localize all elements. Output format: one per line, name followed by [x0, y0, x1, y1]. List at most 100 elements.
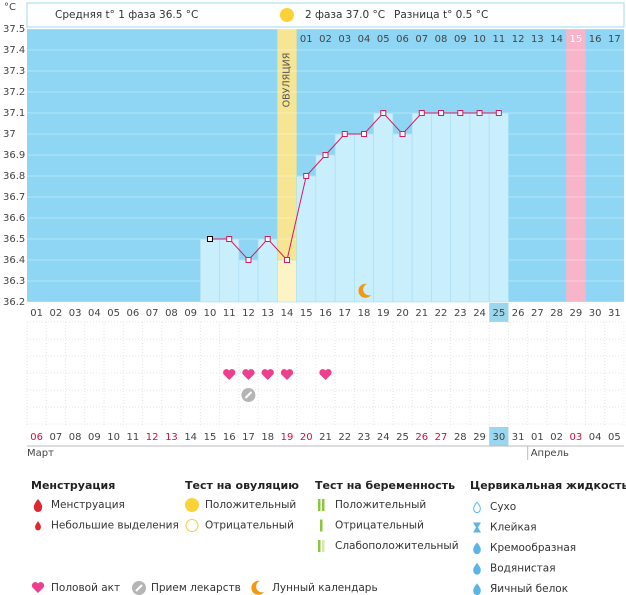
legend-icon	[185, 498, 199, 512]
sun-icon	[279, 8, 294, 22]
x-tick-label: 14	[281, 308, 294, 319]
date-label: 07	[50, 432, 63, 443]
bar	[431, 112, 451, 303]
legend-item: Небольшие выделения	[51, 520, 179, 532]
temperature-point	[361, 131, 368, 137]
pill-icon	[244, 391, 253, 399]
phase2-day: 03	[338, 34, 351, 45]
date-label: 05	[608, 432, 621, 443]
x-tick-label: 11	[223, 308, 236, 319]
y-tick-label: 37.1	[3, 108, 25, 119]
date-label: 06	[30, 432, 43, 443]
y-tick-label: 36.7	[3, 192, 25, 203]
phase1: Средняя t° 1 фаза 36.5 °C	[55, 9, 198, 21]
phase2-day: 04	[358, 34, 371, 45]
date-label: 14	[184, 432, 197, 443]
phase2-day: 05	[377, 34, 390, 45]
legend-item: Сухо	[490, 501, 516, 513]
y-tick-label: 37	[3, 129, 16, 140]
highlight-column	[566, 29, 586, 302]
phase2-day: 07	[415, 34, 428, 45]
x-tick-label: 10	[204, 308, 217, 319]
legend-icon	[318, 540, 321, 552]
date-label: 21	[319, 432, 332, 443]
bar	[219, 238, 240, 303]
phase2-day: 17	[608, 34, 621, 45]
legend-icon	[31, 582, 45, 593]
ovulation-column	[277, 29, 297, 302]
bar	[257, 238, 278, 303]
heart-icon	[242, 369, 255, 380]
x-tick-label: 20	[396, 308, 409, 319]
temperature-point	[264, 236, 271, 242]
y-unit: °C	[4, 2, 16, 13]
legend-title: Цервикальная жидкость	[470, 479, 626, 492]
legend-item: Лунный календарь	[272, 582, 378, 594]
bar	[296, 175, 317, 303]
bar	[373, 112, 394, 303]
legend-icon	[473, 522, 481, 533]
x-tick-label: 25	[492, 308, 505, 319]
date-label: 26	[415, 432, 428, 443]
temperature-point	[438, 110, 445, 116]
legend-title: Тест на беременность	[315, 479, 455, 492]
x-tick-label: 07	[146, 308, 159, 319]
legend-item: Яичный белок	[490, 583, 568, 595]
temperature-point	[226, 236, 233, 242]
temperature-point	[457, 110, 464, 116]
legend-icon	[473, 501, 481, 514]
temperature-line	[209, 112, 499, 262]
x-tick-label: 01	[30, 308, 43, 319]
date-label: 10	[107, 432, 120, 443]
temperature-point	[206, 236, 213, 242]
temperature-point	[399, 131, 406, 137]
x-tick-label: 17	[338, 308, 351, 319]
heart-icon	[319, 369, 332, 380]
date-label: 03	[569, 432, 582, 443]
phase2-day: 13	[531, 34, 544, 45]
legend-icon	[135, 584, 143, 592]
temperature-point	[476, 110, 483, 116]
legend-icon	[318, 499, 321, 511]
legend-icon	[33, 499, 43, 512]
legend-item: Положительный	[205, 499, 296, 511]
ovulation-label: ОВУЛЯЦИЯ	[281, 53, 292, 108]
legend-item: Клейкая	[490, 522, 537, 534]
x-tick-label: 12	[242, 308, 255, 319]
bar	[411, 112, 432, 303]
x-tick-label: 26	[512, 308, 525, 319]
phase2-day: 15	[569, 34, 582, 45]
date-label: 01	[531, 432, 544, 443]
date-label: 04	[589, 432, 602, 443]
legend-icon	[185, 519, 199, 532]
legend-item: Кремообразная	[490, 542, 576, 554]
date-label: 08	[69, 432, 82, 443]
x-tick-label: 31	[608, 308, 621, 319]
heart-icon	[223, 369, 236, 380]
phase2-day: 02	[319, 34, 332, 45]
temperature-point	[380, 110, 387, 116]
bar	[200, 238, 220, 303]
bar	[450, 112, 471, 303]
date-label: 24	[377, 432, 390, 443]
legend-icon	[473, 583, 481, 595]
y-tick-label: 36.8	[3, 171, 25, 182]
x-tick-label: 23	[454, 308, 467, 319]
y-tick-label: 36.5	[3, 234, 25, 245]
y-tick-label: 37.5	[3, 24, 25, 35]
phase2-day: 06	[396, 34, 409, 45]
legend-icon	[322, 540, 325, 552]
legend-item: Половой акт	[51, 582, 120, 594]
date-label: 15	[204, 432, 217, 443]
x-tick-label: 27	[531, 308, 544, 319]
x-tick-label: 15	[300, 308, 313, 319]
difference: Разница t° 0.5 °C	[394, 9, 488, 21]
temperature-point	[283, 257, 290, 263]
phase2-day: 12	[512, 34, 525, 45]
legend-item: Отрицательный	[335, 520, 424, 532]
phase2: 2 фаза 37.0 °C	[305, 9, 385, 21]
x-tick-label: 09	[184, 308, 197, 319]
date-label: 11	[127, 432, 140, 443]
legend-item: Слабоположительный	[335, 540, 459, 552]
legend-item: Прием лекарств	[151, 582, 241, 594]
